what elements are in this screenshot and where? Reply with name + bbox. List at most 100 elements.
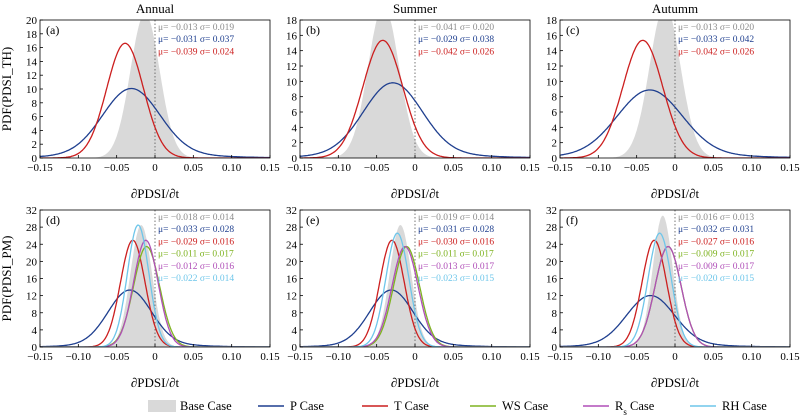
y-tick-label: 12 bbox=[286, 291, 297, 303]
panel-label: (f) bbox=[566, 213, 578, 227]
stat-label-p: μ= −0.033 σ= 0.028 bbox=[158, 225, 234, 235]
y-tick-label: 24 bbox=[286, 239, 298, 251]
y-tick-label: 28 bbox=[546, 222, 558, 234]
plot-area bbox=[300, 210, 530, 347]
y-tick-label: 10 bbox=[546, 76, 558, 88]
stat-label-t: μ= −0.042 σ= 0.026 bbox=[678, 47, 754, 57]
y-tick-label: 8 bbox=[292, 308, 298, 320]
series-rs-case-line bbox=[40, 239, 270, 347]
y-tick-label: 20 bbox=[286, 256, 298, 268]
series-t-case-line bbox=[300, 39, 530, 158]
column-title: Autumm bbox=[652, 1, 698, 16]
x-tick-label: −0.10 bbox=[326, 162, 352, 174]
x-tick-label: 0.10 bbox=[222, 351, 242, 363]
legend-label: T Case bbox=[394, 399, 429, 413]
plot-area bbox=[40, 210, 270, 347]
stat-label-base: μ= −0.019 σ= 0.014 bbox=[418, 213, 494, 223]
x-tick-label: 0.05 bbox=[184, 162, 204, 174]
x-tick-label: 0 bbox=[152, 162, 158, 174]
y-tick-label: 16 bbox=[286, 274, 298, 286]
stat-label-p: μ= −0.031 σ= 0.037 bbox=[158, 35, 234, 45]
y-tick-label: 4 bbox=[292, 122, 298, 134]
chart-panel: −0.15 −0.10 −0.05 0 0.05 0.10 0.15024681012141… bbox=[546, 15, 800, 201]
x-tick-label: −0.15 bbox=[287, 162, 313, 174]
y-tick-label: 6 bbox=[292, 107, 298, 119]
y-tick-label: 32 bbox=[546, 205, 557, 217]
plot-area bbox=[560, 20, 790, 158]
row-ylabel: PDF(PDSI_TH) bbox=[0, 47, 14, 132]
y-tick-label: 4 bbox=[32, 325, 38, 337]
series-t-case-line bbox=[560, 239, 790, 347]
y-tick-label: 0 bbox=[32, 342, 38, 354]
stat-label-p: μ= −0.032 σ= 0.031 bbox=[678, 225, 754, 235]
stat-label-ws: μ= −0.011 σ= 0.017 bbox=[158, 250, 234, 260]
series-rh-case-line bbox=[560, 232, 790, 347]
y-tick-label: 8 bbox=[292, 92, 298, 104]
x-tick-label: −0.15 bbox=[27, 351, 53, 363]
stat-label-base: μ= −0.013 σ= 0.019 bbox=[158, 23, 234, 33]
x-tick-label: 0.05 bbox=[444, 162, 464, 174]
stat-label-t: μ= −0.042 σ= 0.026 bbox=[418, 47, 494, 57]
x-tick-label: −0.10 bbox=[66, 351, 92, 363]
y-tick-label: 0 bbox=[552, 153, 558, 165]
plot-area bbox=[40, 20, 270, 158]
legend-item-p: P Case bbox=[258, 399, 324, 413]
y-tick-label: 24 bbox=[546, 239, 558, 251]
legend-item-t: T Case bbox=[362, 399, 429, 413]
y-tick-label: 0 bbox=[292, 153, 298, 165]
x-axis-label: ∂PDSI/∂t bbox=[391, 375, 440, 390]
x-tick-label: 0.15 bbox=[520, 351, 540, 363]
series-base-case-area bbox=[560, 20, 790, 158]
y-tick-label: 4 bbox=[552, 325, 558, 337]
panel-label: (d) bbox=[46, 213, 60, 227]
legend-item-rh: RH Case bbox=[690, 399, 767, 413]
chart-panel: −0.15 −0.10 −0.05 0 0.05 0.10 0.15024681012141… bbox=[286, 15, 540, 201]
x-tick-label: 0.05 bbox=[444, 351, 464, 363]
y-tick-label: 0 bbox=[292, 342, 298, 354]
x-tick-label: 0.05 bbox=[704, 162, 724, 174]
x-tick-label: −0.05 bbox=[104, 351, 130, 363]
chart-panel: −0.15 −0.10 −0.05 0 0.05 0.10 0.15024681012141… bbox=[26, 15, 280, 201]
x-tick-label: 0.10 bbox=[742, 162, 762, 174]
stat-label-base: μ= −0.016 σ= 0.013 bbox=[678, 213, 754, 223]
y-tick-label: 18 bbox=[286, 15, 298, 27]
x-tick-label: −0.10 bbox=[66, 162, 92, 174]
chart-panel: −0.15 −0.10 −0.05 0 0.05 0.10 0.15 0 4 8 12 16 20 24 2… bbox=[286, 205, 540, 390]
x-axis-label: ∂PDSI/∂t bbox=[651, 186, 700, 201]
x-tick-label: 0.05 bbox=[704, 351, 724, 363]
stat-label-base: μ= −0.013 σ= 0.020 bbox=[678, 23, 754, 33]
x-tick-label: 0 bbox=[412, 351, 418, 363]
legend-swatch bbox=[148, 400, 176, 412]
series-rh-case-line bbox=[40, 224, 270, 347]
stat-label-p: μ= −0.029 σ= 0.038 bbox=[418, 35, 494, 45]
x-tick-label: 0 bbox=[412, 162, 418, 174]
y-tick-label: 4 bbox=[292, 325, 298, 337]
x-tick-label: 0.15 bbox=[520, 162, 540, 174]
y-tick-label: 8 bbox=[552, 92, 558, 104]
y-tick-label: 16 bbox=[26, 43, 38, 55]
y-tick-label: 28 bbox=[26, 222, 38, 234]
x-tick-label: −0.15 bbox=[287, 351, 313, 363]
stat-label-rs: μ= −0.013 σ= 0.017 bbox=[418, 262, 494, 272]
plot-area bbox=[300, 20, 530, 158]
y-tick-label: 14 bbox=[546, 46, 558, 58]
stat-label-t: μ= −0.039 σ= 0.024 bbox=[158, 47, 234, 57]
y-tick-label: 4 bbox=[32, 125, 38, 137]
stat-label-rh: μ= −0.020 σ= 0.015 bbox=[678, 274, 754, 284]
legend-label: WS Case bbox=[502, 399, 549, 413]
plot-frame bbox=[299, 19, 531, 159]
x-axis-label: ∂PDSI/∂t bbox=[131, 186, 180, 201]
legend-item-rs: Rs Case bbox=[583, 399, 655, 417]
x-tick-label: −0.10 bbox=[326, 351, 352, 363]
stat-label-rs: μ= −0.009 σ= 0.017 bbox=[678, 262, 754, 272]
legend-item-ws: WS Case bbox=[470, 399, 549, 413]
y-tick-label: 0 bbox=[552, 342, 558, 354]
series-rh-case-line bbox=[300, 232, 530, 347]
series-t-case-line bbox=[40, 239, 270, 347]
y-tick-label: 12 bbox=[26, 291, 37, 303]
y-tick-label: 2 bbox=[292, 138, 298, 150]
y-tick-label: 6 bbox=[32, 112, 38, 124]
x-tick-label: 0 bbox=[672, 351, 678, 363]
series-base-case-area bbox=[40, 225, 270, 347]
stat-label-p: μ= −0.031 σ= 0.028 bbox=[418, 225, 494, 235]
